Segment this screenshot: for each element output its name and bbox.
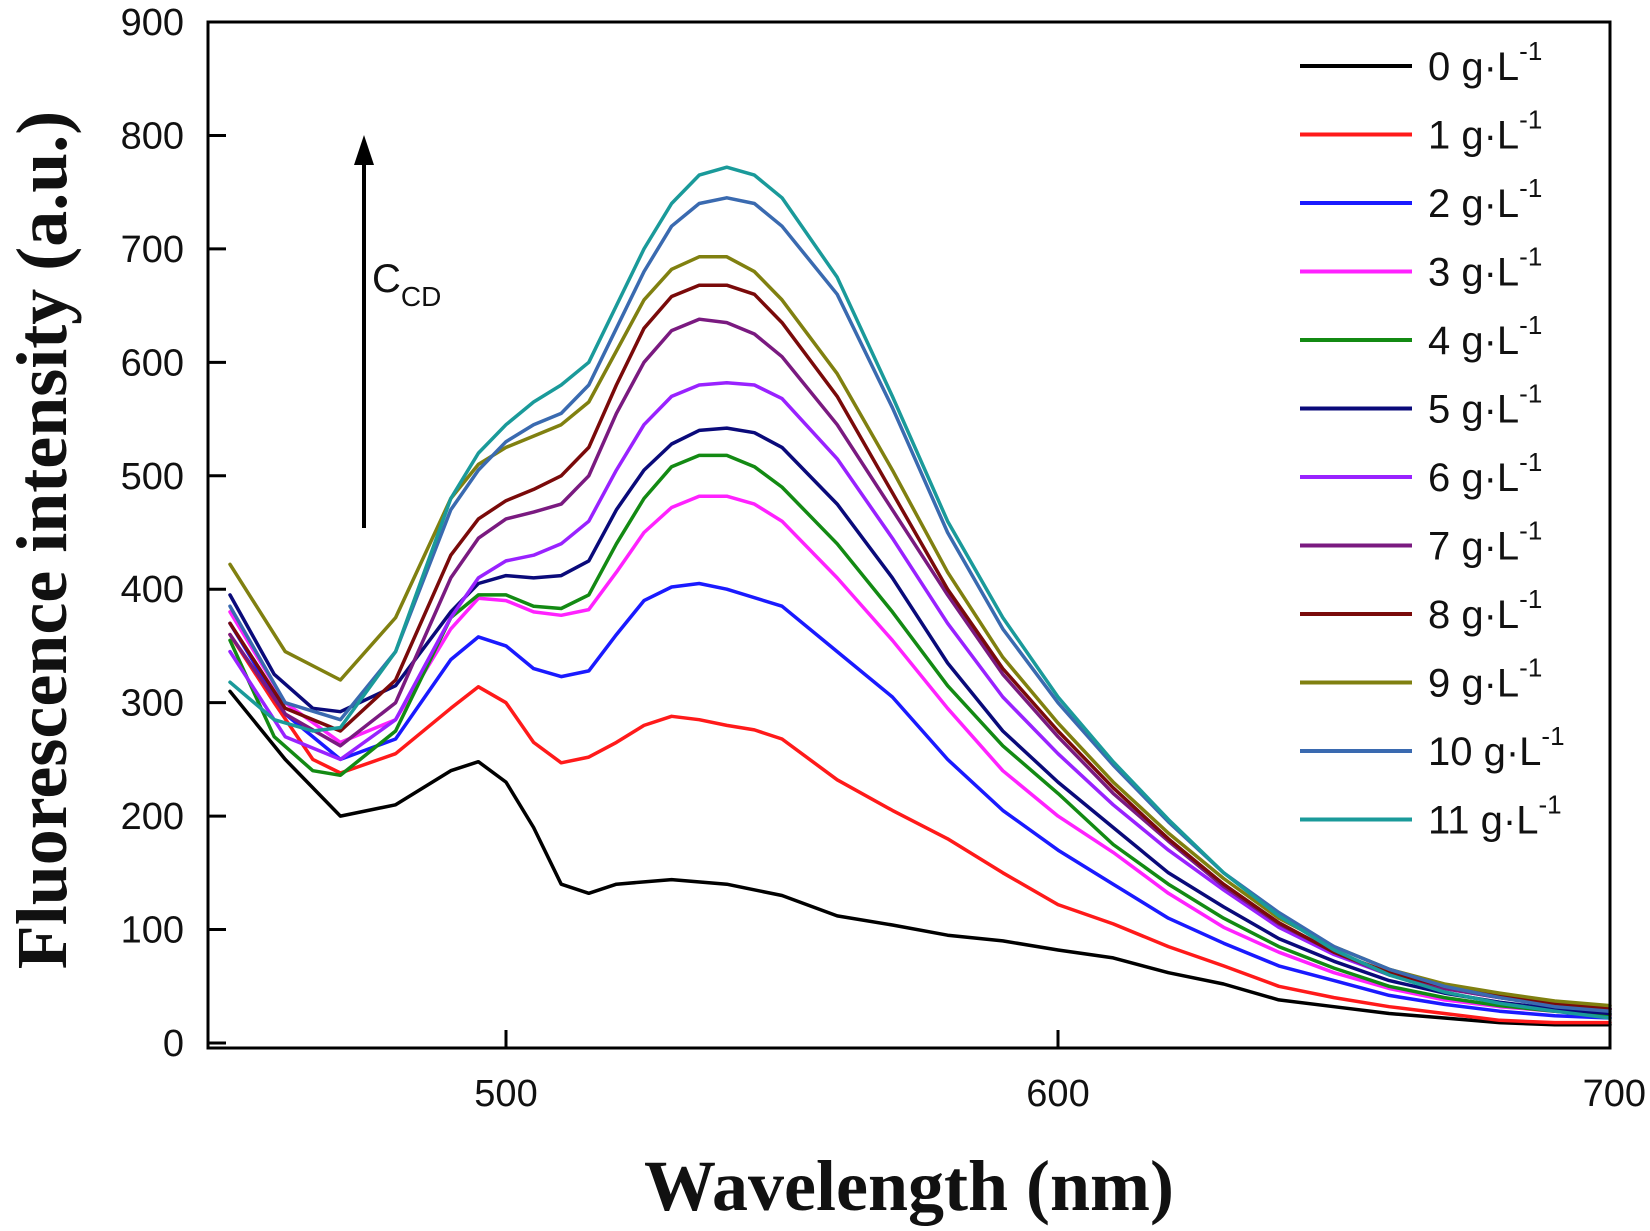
y-tick-label: 0 <box>163 1023 184 1065</box>
plot-area-frame <box>206 20 1612 1050</box>
series-line-2 <box>228 581 1612 1020</box>
series-line-4 <box>228 453 1612 1017</box>
legend-label-1: 1 g·L-1 <box>1428 105 1542 158</box>
y-tick-label: 900 <box>121 2 184 44</box>
series-line-8 <box>228 283 1612 1011</box>
legend-label-8: 8 g·L-1 <box>1428 584 1542 637</box>
series-line-11 <box>228 165 1612 1020</box>
legend-label-6: 6 g·L-1 <box>1428 447 1542 500</box>
x-tick-label: 700 <box>1583 1073 1646 1115</box>
legend-label-2: 2 g·L-1 <box>1428 173 1542 226</box>
legend-label-3: 3 g·L-1 <box>1428 242 1542 295</box>
y-axis-title: Fluorescence intensity (a.u.) <box>2 111 82 970</box>
series-line-6 <box>228 381 1612 1011</box>
legend-label-7: 7 g·L-1 <box>1428 516 1542 569</box>
y-tick-label: 700 <box>121 229 184 271</box>
axis-ticks: 0 100 200 300 400 500 600 700 800 900 500 600 700 <box>121 2 1646 1115</box>
annotation-subscript: CD <box>401 281 441 312</box>
series-lines <box>228 165 1612 1027</box>
series-line-0 <box>228 689 1612 1027</box>
y-tick-label: 800 <box>121 115 184 157</box>
y-tick-label: 100 <box>121 910 184 952</box>
legend-label-0: 0 g·L-1 <box>1428 36 1542 89</box>
legend-label-10: 10 g·L-1 <box>1428 721 1565 774</box>
series-line-7 <box>228 317 1612 1011</box>
legend: 0 g·L-1 1 g·L-1 2 g·L-1 3 g·L-1 4 g·L-1 5 g·L… <box>1300 36 1565 843</box>
legend-label-9: 9 g·L-1 <box>1428 653 1542 706</box>
y-tick-label: 500 <box>121 456 184 498</box>
annotation-main: C <box>372 257 401 301</box>
series-line-3 <box>228 494 1612 1018</box>
y-tick-label: 600 <box>121 342 184 384</box>
legend-label-5: 5 g·L-1 <box>1428 379 1542 432</box>
y-tick-label: 300 <box>121 683 184 725</box>
annotation-label: CCD <box>372 257 441 312</box>
y-tick-label: 200 <box>121 796 184 838</box>
x-axis-title: Wavelength (nm) <box>644 1146 1174 1226</box>
x-tick-label: 500 <box>474 1073 537 1115</box>
legend-label-4: 4 g·L-1 <box>1428 310 1542 363</box>
legend-label-11: 11 g·L-1 <box>1428 790 1562 843</box>
y-tick-label: 400 <box>121 569 184 611</box>
x-tick-label: 600 <box>1026 1073 1089 1115</box>
series-line-10 <box>228 196 1612 1013</box>
annotation-arrow-head <box>354 135 374 165</box>
series-line-1 <box>228 632 1612 1025</box>
concentration-annotation: CCD <box>354 135 441 528</box>
